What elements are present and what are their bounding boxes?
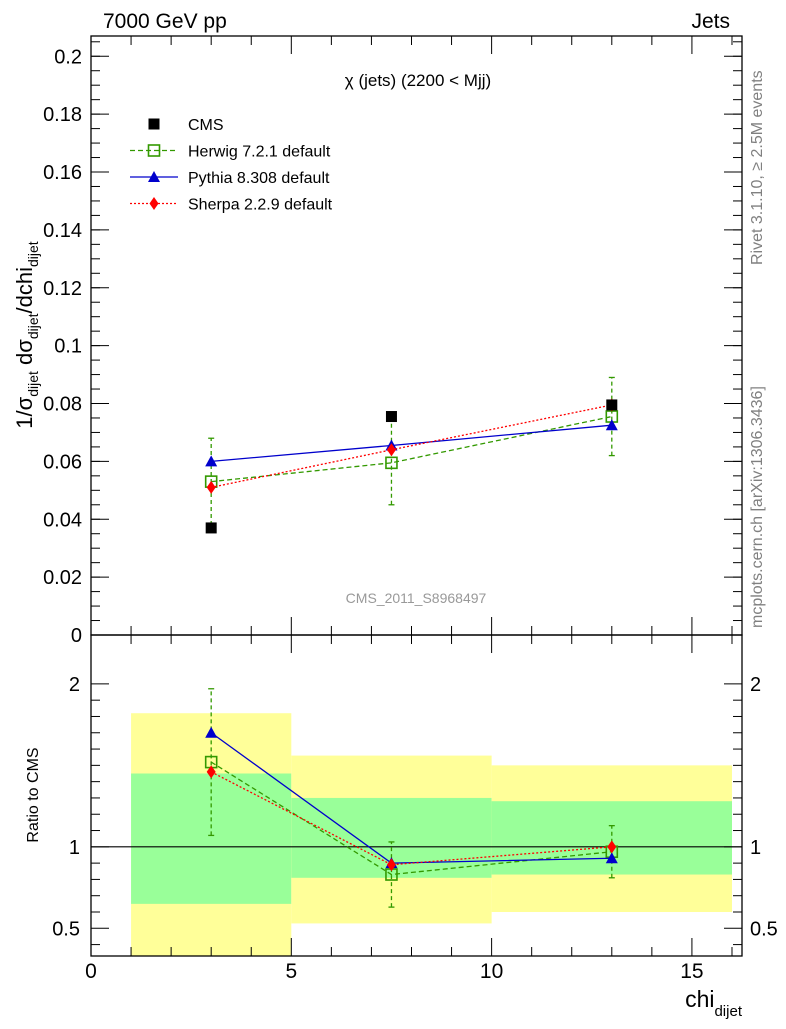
- ratio-ytick-label-right: 2: [750, 674, 761, 696]
- x-tick-label: 5: [285, 960, 297, 983]
- legend-label-pythia: Pythia 8.308 default: [188, 170, 330, 187]
- main-ytick-label: 0: [71, 625, 82, 647]
- main-herwig-line: [211, 415, 612, 483]
- x-tick-label: 10: [480, 960, 503, 983]
- main-data-point: [606, 399, 618, 411]
- main-data-point: [385, 411, 397, 423]
- ratio-ytick-label-right: 0.5: [750, 918, 778, 940]
- main-ytick-label: 0.18: [43, 104, 82, 126]
- main-ytick-label: 0.12: [43, 278, 82, 300]
- ratio-ytick-label: 0.5: [52, 918, 80, 940]
- x-tick-label: 0: [85, 960, 97, 983]
- legend-label-sherpa: Sherpa 2.2.9 default: [188, 197, 333, 214]
- main-sherpa-point: [386, 443, 396, 457]
- main-series-layer: [204, 376, 619, 534]
- ratio-panel-frame: [90, 634, 743, 957]
- rivet-label: Rivet 3.1.10, ≥ 2.5M events: [749, 70, 766, 265]
- legend-marker-data: [148, 118, 160, 130]
- main-ytick-label: 0.14: [43, 220, 82, 242]
- ratio-sherpa-point: [206, 765, 216, 779]
- x-axis-label: chidijet: [685, 986, 743, 1020]
- x-tick-label: 15: [680, 960, 703, 983]
- ratio-ytick-label-right: 1: [750, 837, 761, 859]
- legend-marker-pythia: [148, 171, 160, 182]
- ratio-pythia-point: [605, 852, 618, 864]
- ratio-pythia-point: [205, 726, 218, 738]
- main-ytick-label: 0.04: [43, 509, 82, 531]
- main-ytick-label: 0.1: [54, 336, 82, 358]
- ratio-ytick-label: 1: [69, 837, 80, 859]
- legend-marker-sherpa: [149, 197, 159, 210]
- svg-text:chidijet: chidijet: [685, 986, 743, 1020]
- ratio-sherpa-point: [607, 840, 617, 854]
- main-y-axis-label: 1/σdijet dσdijet/dchidijet: [12, 241, 41, 429]
- inner-band-0: [131, 773, 292, 904]
- main-ytick-label: 0.02: [43, 567, 82, 589]
- mcplots-label: mcplots.cern.ch [arXiv:1306.3436]: [749, 386, 766, 628]
- ratio-sherpa-point: [386, 858, 396, 872]
- legend: CMS Herwig 7.2.1 default Pythia 8.308 defa…: [130, 117, 333, 214]
- main-herwig-point: [385, 456, 398, 470]
- legend-label-herwig: Herwig 7.2.1 default: [188, 144, 331, 161]
- main-sherpa-line: [211, 404, 612, 489]
- main-ytick-label: 0.2: [54, 46, 82, 68]
- header-right: Jets: [691, 10, 730, 33]
- legend-marker-herwig: [147, 144, 161, 157]
- svg-text:1/σdijet dσdijet/dchidijet: 1/σdijet dσdijet/dchidijet: [12, 241, 41, 429]
- ratio-y-axis-label: Ratio to CMS: [25, 747, 42, 842]
- main-data-point: [205, 522, 217, 534]
- main-ytick-label: 0.06: [43, 451, 82, 473]
- header-left: 7000 GeV pp: [103, 10, 227, 33]
- main-ytick-label: 0.08: [43, 394, 82, 416]
- main-pythia-line: [211, 424, 612, 463]
- main-axes: 0 0.02 0.04 0.06 0.08 0.1 0.12 0.14 0.16 0.18 0.2: [43, 36, 742, 647]
- main-ytick-label: 0.16: [43, 162, 82, 184]
- legend-label-data: CMS: [188, 117, 224, 134]
- ratio-ytick-label: 2: [69, 674, 80, 696]
- watermark: CMS_2011_S8968497: [346, 590, 487, 606]
- main-sherpa-point: [206, 480, 216, 494]
- main-pythia-point: [205, 455, 218, 467]
- main-pythia-point: [605, 419, 618, 431]
- plot-title: χ (jets) (2200 < Mjj): [345, 71, 491, 90]
- ratio-series-layer: [204, 688, 619, 908]
- ratio-bands: [131, 713, 732, 956]
